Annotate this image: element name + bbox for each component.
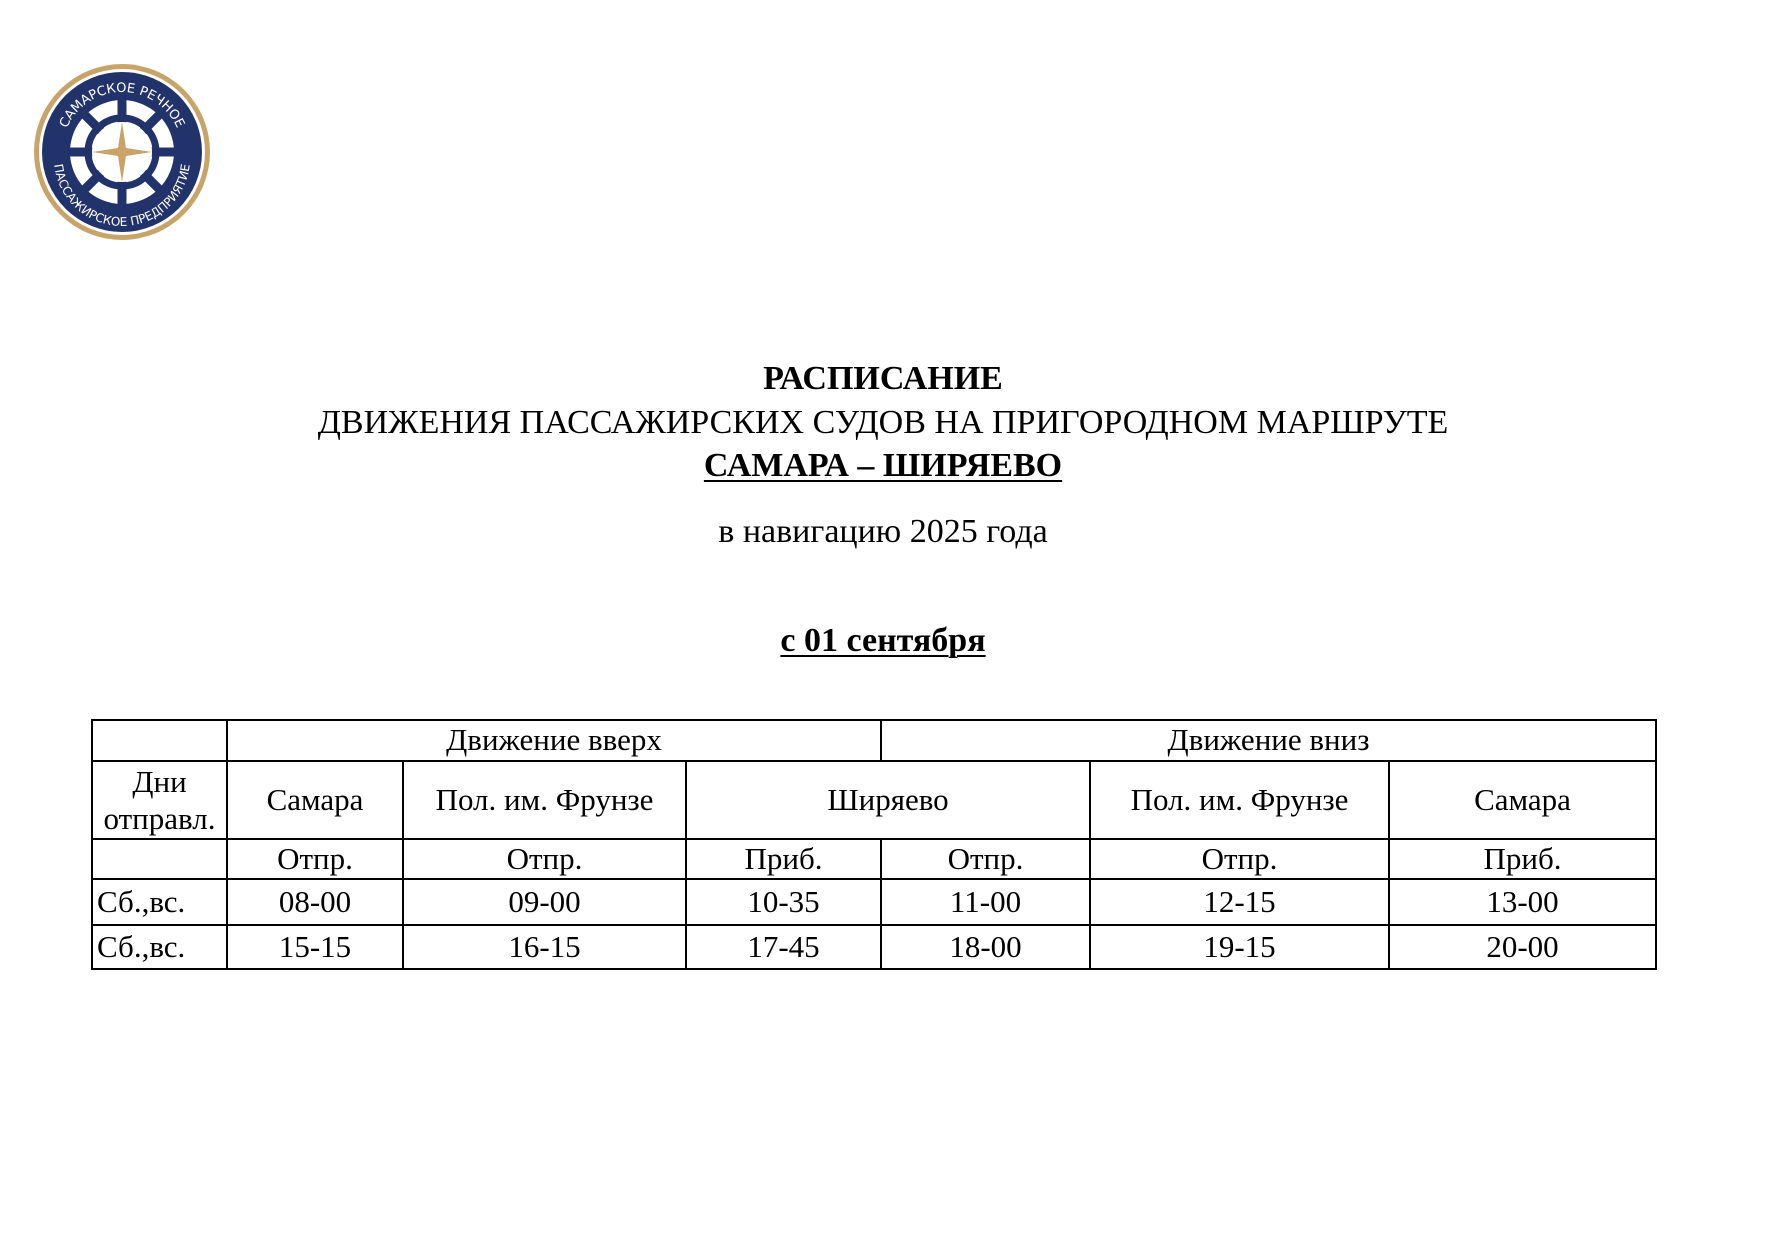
station-header: Пол. им. Фрунзе <box>402 760 687 840</box>
subheader-cell: Отпр. <box>1089 838 1390 880</box>
time-cell: 13-00 <box>1388 878 1657 926</box>
station-header: Ширяево <box>685 760 1091 840</box>
time-cell: 19-15 <box>1089 924 1390 970</box>
table-row: Сб.,вс. 08-00 09-00 10-35 11-00 12-15 13… <box>91 878 1657 926</box>
days-cell: Сб.,вс. <box>91 878 228 926</box>
subheader-cell: Приб. <box>1388 838 1657 880</box>
schedule-table: Движение вверх Движение вниз Дни отправл… <box>91 719 1657 970</box>
route-name: САМАРА – ШИРЯЕВО <box>0 447 1766 485</box>
effective-date-text: с 01 сентября <box>780 622 986 659</box>
effective-date: с 01 сентября <box>0 622 1766 660</box>
company-logo: САМАРСКОЕ РЕЧНОЕ ПАССАЖИРСКОЕ ПРЕДПРИЯТИ… <box>30 58 214 246</box>
time-cell: 09-00 <box>402 878 687 926</box>
empty-cell <box>91 719 228 762</box>
direction-up-header: Движение вверх <box>226 719 882 762</box>
time-cell: 11-00 <box>880 878 1091 926</box>
time-cell: 15-15 <box>226 924 404 970</box>
season-text: в навигацию 2025 года <box>718 513 1048 550</box>
document-subtitle: ДВИЖЕНИЯ ПАССАЖИРСКИХ СУДОВ НА ПРИГОРОДН… <box>317 404 1449 441</box>
time-cell: 10-35 <box>685 878 882 926</box>
direction-down-header: Движение вниз <box>880 719 1657 762</box>
empty-cell <box>91 838 228 880</box>
subheader-cell: Приб. <box>685 838 882 880</box>
days-cell: Сб.,вс. <box>91 924 228 970</box>
station-header: Пол. им. Фрунзе <box>1089 760 1390 840</box>
station-header: Самара <box>226 760 404 840</box>
station-header: Самара <box>1388 760 1657 840</box>
time-cell: 08-00 <box>226 878 404 926</box>
time-cell: 16-15 <box>402 924 687 970</box>
subheader-cell: Отпр. <box>402 838 687 880</box>
route-name-text: САМАРА – ШИРЯЕВО <box>703 447 1063 484</box>
time-cell: 17-45 <box>685 924 882 970</box>
time-cell: 18-00 <box>880 924 1091 970</box>
subheader-cell: Отпр. <box>226 838 404 880</box>
time-cell: 12-15 <box>1089 878 1390 926</box>
days-header: Дни отправл. <box>91 760 228 840</box>
time-cell: 20-00 <box>1388 924 1657 970</box>
table-row: Сб.,вс. 15-15 16-15 17-45 18-00 19-15 20… <box>91 924 1657 970</box>
subheader-cell: Отпр. <box>880 838 1091 880</box>
document-title: РАСПИСАНИЕ <box>763 360 1003 397</box>
